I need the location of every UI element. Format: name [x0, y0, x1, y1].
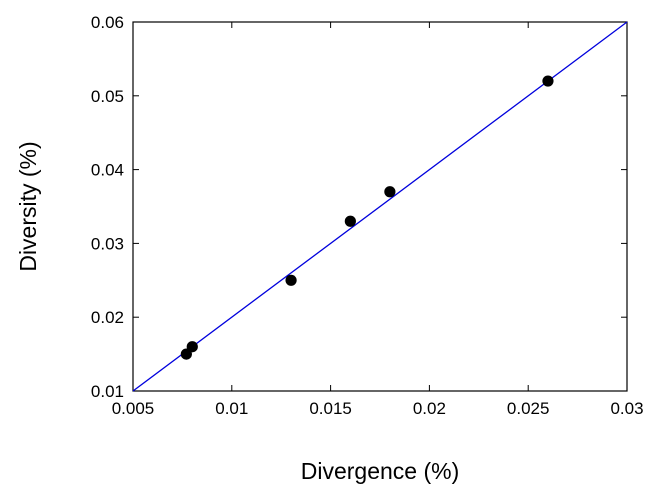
series-layer	[132, 21, 628, 392]
y-tick-label: 0.04	[91, 161, 124, 180]
data-point	[285, 274, 297, 286]
x-tick-label: 0.005	[112, 399, 155, 418]
y-tick-label: 0.05	[91, 87, 124, 106]
x-tick-label: 0.02	[413, 399, 446, 418]
x-tick-label: 0.01	[215, 399, 248, 418]
y-tick-label: 0.02	[91, 308, 124, 327]
data-point	[384, 186, 396, 198]
data-point	[542, 75, 554, 87]
x-tick-label: 0.015	[309, 399, 352, 418]
y-axis-label: Diversity (%)	[15, 141, 41, 271]
data-point	[344, 215, 356, 227]
x-axis-label: Divergence (%)	[301, 458, 460, 484]
y-tick-label: 0.06	[91, 13, 124, 32]
data-point	[186, 341, 198, 353]
y-axis: 0.01 0.02 0.03 0.04 0.05 0.06	[91, 13, 627, 401]
fit-line	[132, 21, 628, 392]
y-tick-label: 0.01	[91, 382, 124, 401]
plot-area	[132, 21, 628, 392]
x-tick-label: 0.025	[507, 399, 550, 418]
x-tick-label: 0.03	[610, 399, 643, 418]
y-tick-label: 0.03	[91, 234, 124, 253]
x-axis: 0.005 0.01 0.015 0.02 0.025 0.03	[112, 22, 644, 418]
